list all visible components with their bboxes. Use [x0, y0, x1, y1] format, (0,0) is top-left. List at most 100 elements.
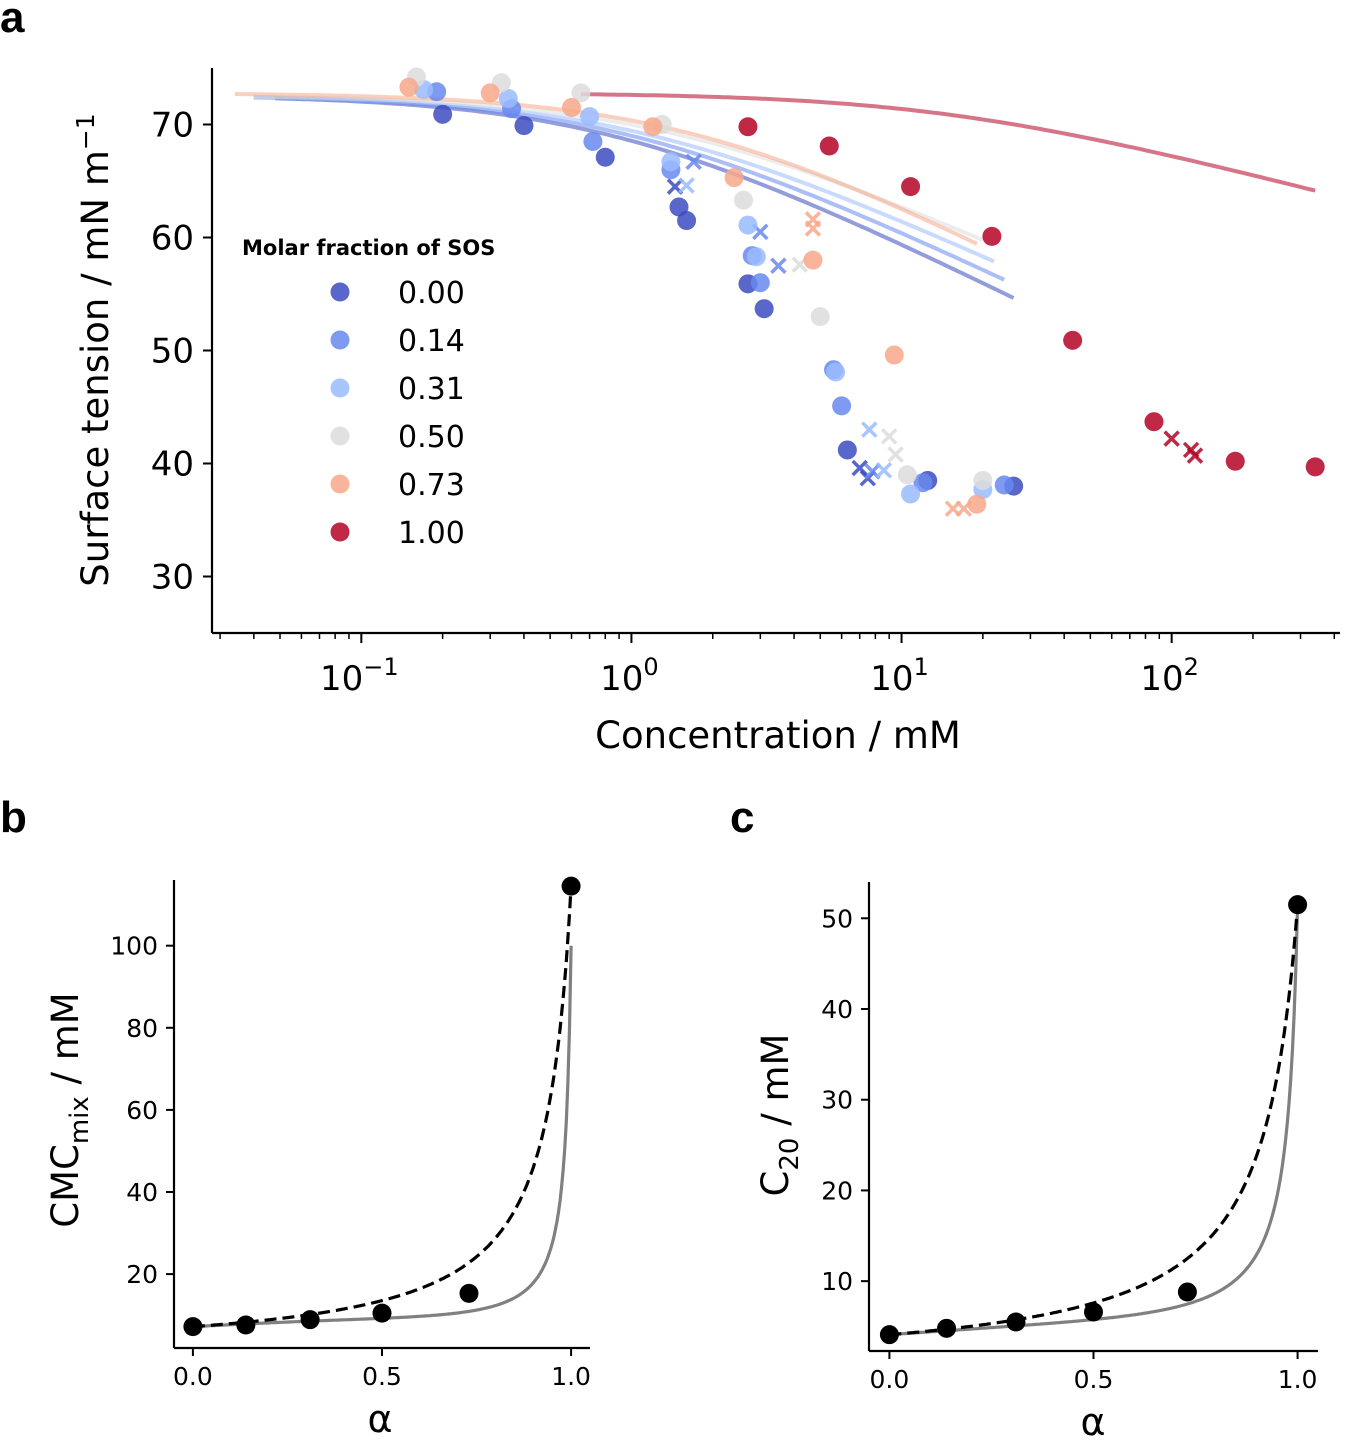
chart-a-legend: Molar fraction of SOS 0.00 0.14 0.31 0.50 0.… — [242, 236, 495, 551]
chart-a-point-0.73 — [480, 83, 500, 103]
chart-a-axes — [210, 68, 1340, 635]
chart-a-cross-0.31 — [875, 462, 893, 479]
chart-a-legend-label-0.00: 0.00 — [398, 276, 465, 311]
chart-a-legend-label-1.00: 1.00 — [398, 516, 465, 551]
chart-b-point — [236, 1315, 256, 1335]
chart-a-cross-1.00 — [1163, 430, 1180, 447]
chart-a-point-1.00 — [1063, 330, 1083, 350]
chart-b-y-tick-label: 80 — [126, 1014, 158, 1043]
chart-a-point-0.31 — [746, 247, 766, 267]
chart-b: 20 40 60 80 100 0.0 0.5 1.0 α CMCmix / mM — [44, 876, 591, 1441]
chart-a-cross-0.50 — [880, 428, 898, 445]
chart-b-plot — [183, 876, 581, 1337]
chart-a-point-1.00 — [901, 177, 921, 197]
chart-a-point-0.14 — [832, 396, 852, 416]
chart-a-point-0.14 — [994, 475, 1014, 495]
chart-b-x-tick-label: 0.0 — [173, 1362, 213, 1391]
chart-a-x-tick-label: 10−1 — [320, 653, 399, 699]
chart-a-point-0.73 — [884, 345, 904, 365]
chart-a-fit-curve-0.73 — [234, 92, 978, 246]
chart-a-point-0.31 — [580, 107, 600, 127]
chart-a-y-tick-label: 40 — [151, 445, 194, 485]
chart-b-ticks: 20 40 60 80 100 0.0 0.5 1.0 — [110, 932, 591, 1391]
chart-c-x-tick-label: 1.0 — [1278, 1365, 1318, 1394]
chart-a-legend-title: Molar fraction of SOS — [242, 236, 495, 260]
chart-c-y-tick-label: 10 — [821, 1267, 853, 1296]
chart-c-y-tick-label: 20 — [821, 1176, 853, 1205]
chart-b-point — [459, 1283, 479, 1303]
chart-a-cross-0.14 — [770, 257, 787, 274]
chart-b-point — [300, 1310, 320, 1330]
chart-a-legend-marker-0.31 — [330, 378, 350, 398]
chart-b-point — [372, 1303, 392, 1323]
chart-b-x-tick-label: 1.0 — [551, 1362, 591, 1391]
chart-a-cross-0.14 — [685, 153, 702, 171]
chart-a-points — [399, 67, 1325, 517]
chart-b-dashed-fit — [192, 886, 573, 1329]
chart-a-ticks: 30 40 50 60 70 10−1 100 101 102 — [151, 106, 1336, 699]
chart-c-solid-fit — [889, 904, 1300, 1337]
chart-a-cross-0.73 — [955, 500, 973, 517]
chart-a-point-0.73 — [399, 77, 419, 97]
chart-a-point-0.00 — [514, 116, 534, 136]
chart-a-cross-0.50 — [887, 446, 904, 463]
chart-a-point-0.73 — [643, 117, 663, 137]
chart-c-y-tick-label: 50 — [821, 904, 853, 933]
chart-a-legend-marker-0.50 — [330, 426, 350, 446]
chart-a-y-tick-label: 50 — [151, 332, 194, 372]
chart-a-point-0.00 — [754, 299, 774, 319]
chart-a-x-tick-label: 102 — [1140, 653, 1199, 699]
chart-a-point-0.31 — [826, 362, 846, 382]
chart-a-x-label: Concentration / mM — [595, 714, 961, 757]
chart-a-point-0.50 — [734, 190, 754, 210]
chart-b-x-tick-label: 0.5 — [362, 1362, 402, 1391]
panel-label-b: b — [0, 793, 27, 842]
chart-a-legend-label-0.50: 0.50 — [398, 420, 465, 455]
chart-a-point-0.31 — [661, 152, 681, 172]
chart-a-point-0.14 — [913, 473, 933, 493]
chart-a-point-0.73 — [724, 168, 744, 188]
chart-a-legend-label-0.73: 0.73 — [398, 468, 465, 503]
chart-b-point — [183, 1317, 203, 1337]
chart-a-cross-1.00 — [1186, 447, 1204, 464]
chart-a-point-0.50 — [897, 465, 917, 485]
chart-a-cross-0.31 — [861, 421, 878, 438]
chart-a-point-0.31 — [738, 215, 758, 235]
chart-c-x-tick-label: 0.5 — [1074, 1365, 1114, 1394]
panel-label-a: a — [0, 0, 25, 42]
chart-c-y-label: C20 / mM — [754, 1034, 805, 1197]
chart-a-legend-marker-0.73 — [330, 474, 350, 494]
chart-c: 10 20 30 40 50 0.0 0.5 1.0 α C20 / mM — [754, 882, 1318, 1444]
chart-c-point — [879, 1325, 899, 1345]
chart-a-legend-label-0.14: 0.14 — [398, 324, 465, 359]
chart-a-point-0.31 — [498, 89, 518, 109]
chart-a-point-0.73 — [803, 250, 823, 270]
chart-a-y-tick-label: 60 — [151, 219, 194, 259]
chart-c-point — [937, 1318, 957, 1338]
chart-a-legend-marker-1.00 — [330, 522, 350, 542]
chart-a-y-tick-label: 70 — [151, 106, 194, 146]
chart-c-y-tick-label: 30 — [821, 1086, 853, 1115]
chart-b-y-tick-label: 40 — [126, 1178, 158, 1207]
chart-c-point — [1288, 895, 1308, 915]
chart-a-point-0.14 — [583, 131, 603, 151]
chart-a-x-tick-label: 100 — [600, 653, 659, 699]
chart-c-dashed-fit — [889, 904, 1300, 1337]
chart-a-point-1.00 — [982, 226, 1002, 246]
chart-c-point — [1006, 1312, 1026, 1332]
chart-c-x-label: α — [1080, 1400, 1105, 1444]
chart-c-point — [1177, 1282, 1197, 1302]
chart-a-point-0.50 — [973, 470, 993, 490]
chart-b-y-tick-label: 100 — [110, 932, 158, 961]
chart-a-point-0.00 — [837, 440, 857, 460]
chart-a-cross-0.31 — [678, 177, 695, 194]
chart-a-point-1.00 — [738, 117, 758, 137]
chart-a-point-1.00 — [1144, 412, 1164, 432]
chart-a-point-0.14 — [750, 273, 770, 293]
chart-a-fit-curves — [234, 92, 1316, 300]
chart-b-point — [561, 876, 581, 896]
chart-c-plot — [879, 895, 1308, 1345]
chart-c-y-tick-label: 40 — [821, 995, 853, 1024]
chart-a-point-0.00 — [595, 147, 615, 167]
